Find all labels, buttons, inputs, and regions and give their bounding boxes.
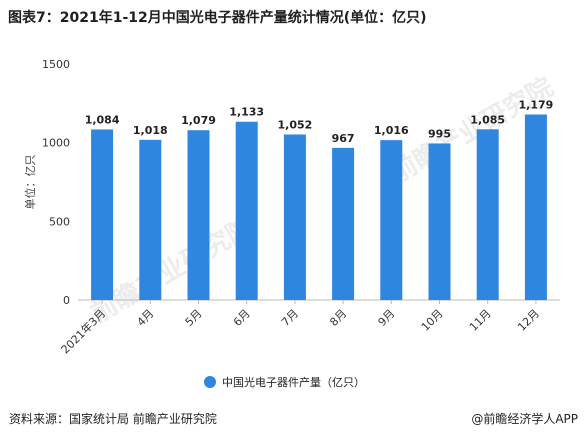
x-tick-label: 6月 [231, 307, 253, 329]
x-tick-label: 2021年3月 [58, 306, 108, 356]
x-tick-label: 8月 [327, 307, 349, 329]
bar [235, 121, 258, 300]
bar [380, 140, 403, 300]
x-tick-label: 10月 [419, 307, 446, 334]
data-label: 1,179 [519, 99, 554, 112]
bar [187, 130, 210, 300]
bar [283, 134, 306, 300]
data-label: 967 [332, 132, 355, 145]
data-label: 1,018 [133, 124, 168, 137]
y-axis-label: 单位：亿只 [23, 155, 37, 210]
y-tick-label: 0 [63, 294, 70, 307]
brand-text: @前瞻经济学人APP [471, 412, 578, 426]
y-tick-label: 1000 [42, 137, 70, 150]
x-tick-label: 5月 [183, 307, 205, 329]
data-label: 1,085 [470, 113, 505, 126]
bar [524, 114, 547, 300]
bar [476, 129, 499, 300]
x-tick-label: 7月 [279, 307, 301, 329]
y-tick-label: 500 [49, 215, 70, 228]
data-label: 995 [428, 127, 451, 140]
bar [91, 129, 114, 300]
bar [332, 147, 355, 300]
chart-title: 图表7：2021年1-12月中国光电子器件产量统计情况(单位：亿只) [8, 10, 427, 26]
x-tick-label: 4月 [135, 307, 157, 329]
bar [428, 143, 451, 300]
data-label: 1,084 [85, 113, 120, 126]
bar [139, 139, 162, 300]
data-label: 1,079 [181, 114, 216, 127]
source-text: 资料来源：国家统计局 前瞻产业研究院 [9, 412, 217, 426]
x-tick-label: 9月 [376, 307, 398, 329]
x-tick-label: 11月 [467, 307, 494, 334]
legend-marker [204, 376, 216, 388]
data-label: 1,133 [229, 106, 264, 119]
y-tick-label: 1500 [42, 58, 70, 71]
x-tick-label: 12月 [515, 307, 542, 334]
legend-label: 中国光电子器件产量（亿只） [222, 375, 365, 389]
data-label: 1,052 [278, 118, 313, 131]
data-label: 1,016 [374, 124, 409, 137]
